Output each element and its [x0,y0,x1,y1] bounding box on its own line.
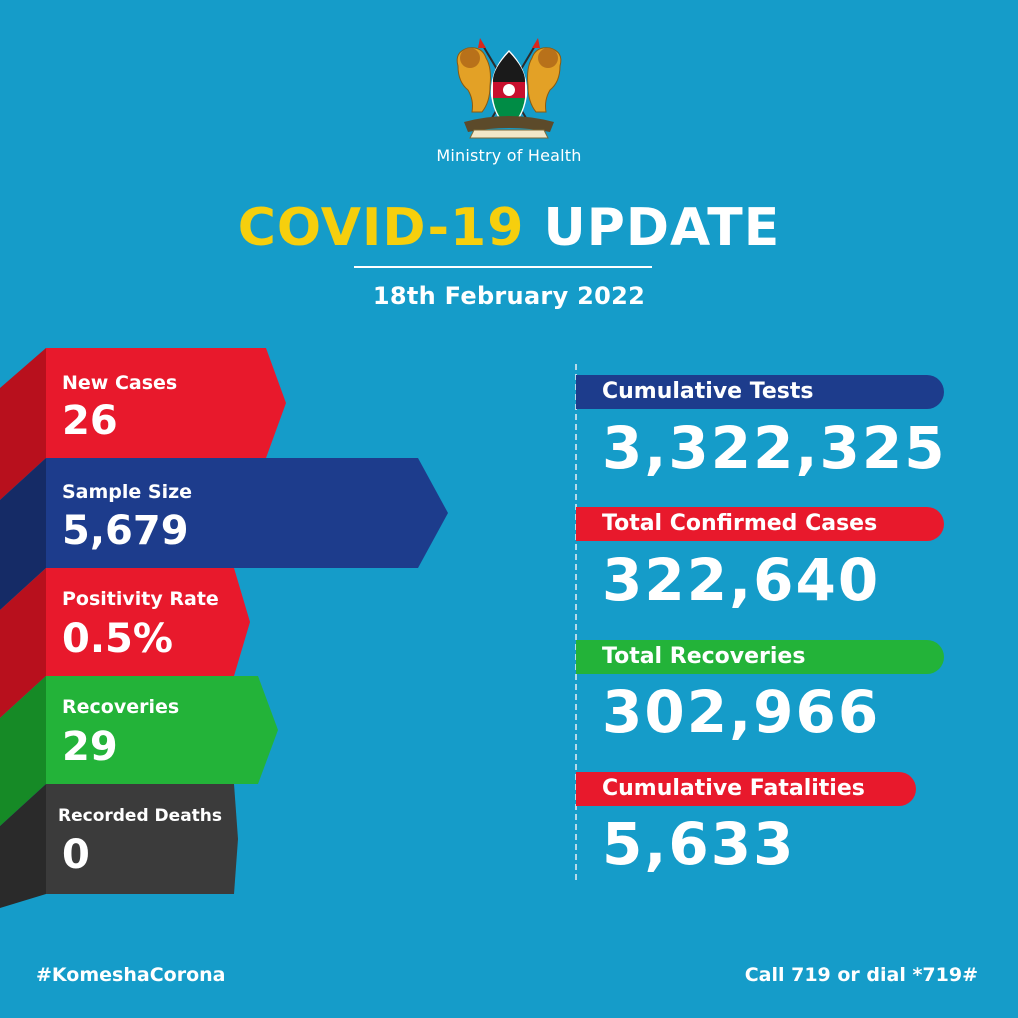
daily-stats-ribbons: New Cases 26 Sample Size 5,679 Positivit… [0,348,460,908]
ministry-name: Ministry of Health [436,146,582,165]
total-confirmed-cases-label: Total Confirmed Cases [576,507,944,541]
ribbon-positivity-rate [46,568,250,676]
ribbon-shapes [0,348,448,908]
recorded-deaths-label: Recorded Deaths [58,806,223,826]
cumulative-tests-value: 3,322,325 [602,414,947,482]
positivity-rate-label: Positivity Rate [62,588,219,610]
total-confirmed-cases-value: 322,640 [602,546,881,614]
cumulative-tests-label: Cumulative Tests [576,375,944,409]
total-recoveries-value: 302,966 [602,678,881,746]
ribbon-sample-size [46,458,448,568]
page-title: COVID-19 UPDATE [0,196,1018,260]
title-update: UPDATE [543,198,781,258]
sample-size-label: Sample Size [62,481,193,503]
ribbon-recoveries [46,676,278,784]
cumulative-fatalities-value: 5,633 [602,810,796,878]
ribbon-new-cases [46,348,286,458]
recorded-deaths-value: 0 [62,832,90,878]
sample-size-value: 5,679 [62,508,189,554]
total-recoveries-label: Total Recoveries [576,640,944,674]
recoveries-label: Recoveries [62,696,180,718]
new-cases-value: 26 [62,398,118,444]
hashtag: #KomeshaCorona [36,964,226,986]
new-cases-label: New Cases [62,372,178,394]
recoveries-value: 29 [62,724,118,770]
title-covid: COVID-19 [237,198,525,258]
cumulative-fatalities-label: Cumulative Fatalities [576,772,916,806]
title-divider [354,266,652,268]
update-date: 18th February 2022 [372,282,646,310]
helpline: Call 719 or dial *719# [744,964,978,986]
positivity-rate-value: 0.5% [62,616,173,662]
dashed-divider [575,364,577,880]
coat-of-arms-emblem [444,36,574,144]
ribbon-recorded-deaths [46,784,238,894]
